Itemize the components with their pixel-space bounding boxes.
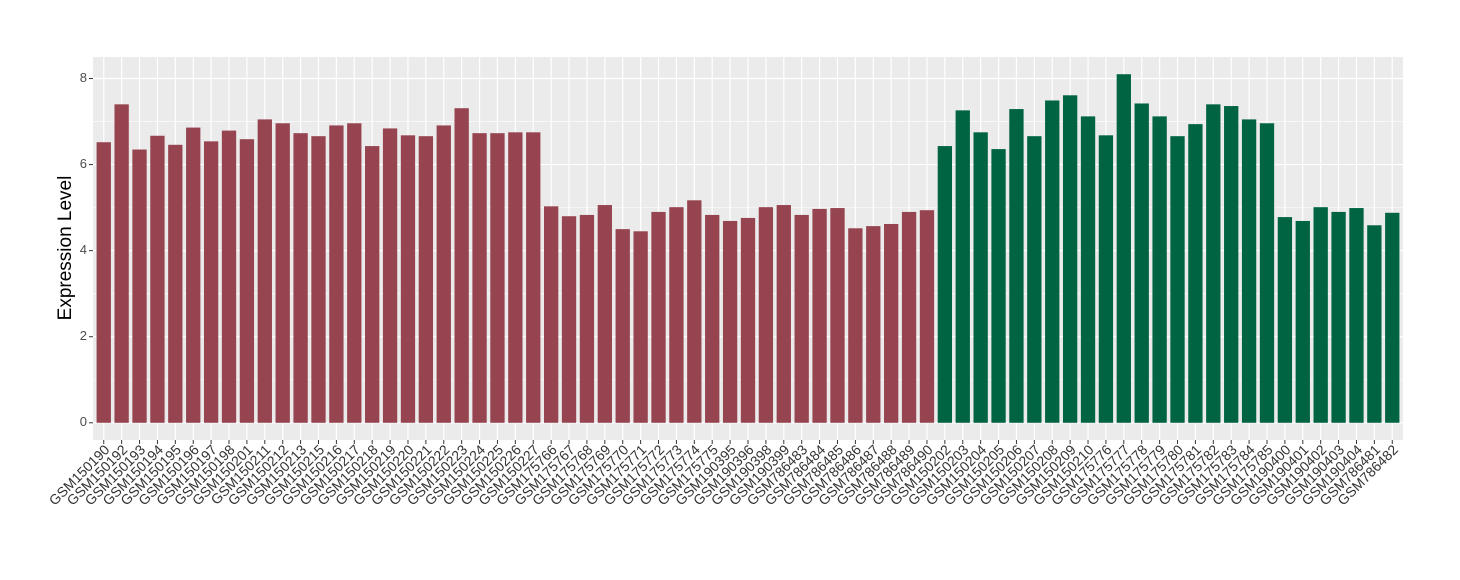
bar — [1188, 124, 1203, 423]
bar — [168, 144, 183, 423]
bar — [418, 136, 434, 423]
bar — [203, 141, 219, 423]
bar — [955, 110, 970, 423]
bar — [1098, 135, 1114, 423]
bar — [705, 214, 720, 423]
y-tick-label: 2 — [80, 328, 87, 343]
bar — [347, 123, 362, 423]
bar — [615, 229, 630, 423]
bar — [490, 133, 505, 423]
bar — [275, 123, 290, 423]
bar — [1027, 136, 1042, 423]
bar — [740, 217, 756, 423]
bar — [1116, 74, 1131, 423]
bar — [400, 135, 416, 423]
bar — [1277, 217, 1293, 423]
y-tick-label: 6 — [80, 156, 87, 171]
bar — [776, 205, 791, 423]
y-axis-title: Expression Level — [55, 176, 76, 321]
y-tick-label: 8 — [80, 70, 87, 85]
bar — [454, 108, 469, 423]
bar — [1224, 106, 1239, 423]
bar — [1295, 220, 1310, 423]
bar — [1349, 208, 1364, 423]
bar — [382, 128, 398, 423]
bar — [150, 135, 165, 423]
bar — [293, 133, 308, 423]
bar — [132, 149, 147, 423]
bar — [722, 220, 738, 423]
bar — [651, 211, 666, 423]
bar — [794, 214, 809, 423]
bar — [687, 200, 702, 423]
bar — [1385, 212, 1400, 423]
bar — [758, 207, 774, 423]
bar — [1152, 116, 1167, 423]
bar — [114, 104, 129, 423]
bar — [669, 207, 684, 423]
bar — [543, 206, 559, 423]
bar — [311, 136, 326, 423]
bar — [830, 208, 845, 423]
bar — [597, 205, 612, 423]
bar — [508, 132, 523, 423]
bar — [1241, 119, 1257, 423]
bar — [812, 208, 827, 423]
bar — [937, 146, 953, 423]
bar — [526, 132, 541, 423]
bar — [1062, 95, 1078, 423]
bar — [221, 130, 237, 423]
y-tick-label: 4 — [80, 242, 87, 257]
bar — [1367, 225, 1382, 423]
bar — [1134, 103, 1149, 423]
bar — [257, 119, 272, 423]
bar — [1170, 136, 1185, 423]
bar — [329, 125, 344, 423]
bar — [848, 228, 863, 423]
bar — [1080, 116, 1096, 423]
bar — [884, 223, 899, 423]
bar — [436, 125, 451, 423]
bar — [991, 149, 1006, 423]
bar — [919, 210, 935, 423]
bar — [1331, 211, 1346, 423]
y-tick-label: 0 — [80, 414, 87, 429]
bar — [1313, 207, 1328, 423]
bar — [239, 139, 255, 423]
bar — [96, 142, 111, 423]
bar — [1259, 123, 1275, 423]
bar — [1206, 104, 1221, 423]
bar — [901, 211, 917, 423]
bar — [561, 216, 577, 423]
bar — [866, 226, 881, 423]
bar — [186, 127, 201, 423]
bar — [472, 133, 487, 423]
bar — [1009, 109, 1024, 423]
bar — [633, 231, 648, 423]
bar — [579, 214, 595, 423]
bar — [1045, 100, 1060, 423]
bar — [365, 146, 380, 423]
bar — [973, 132, 988, 423]
